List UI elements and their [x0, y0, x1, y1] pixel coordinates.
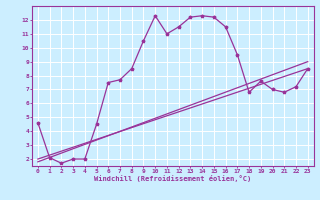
X-axis label: Windchill (Refroidissement éolien,°C): Windchill (Refroidissement éolien,°C) — [94, 175, 252, 182]
